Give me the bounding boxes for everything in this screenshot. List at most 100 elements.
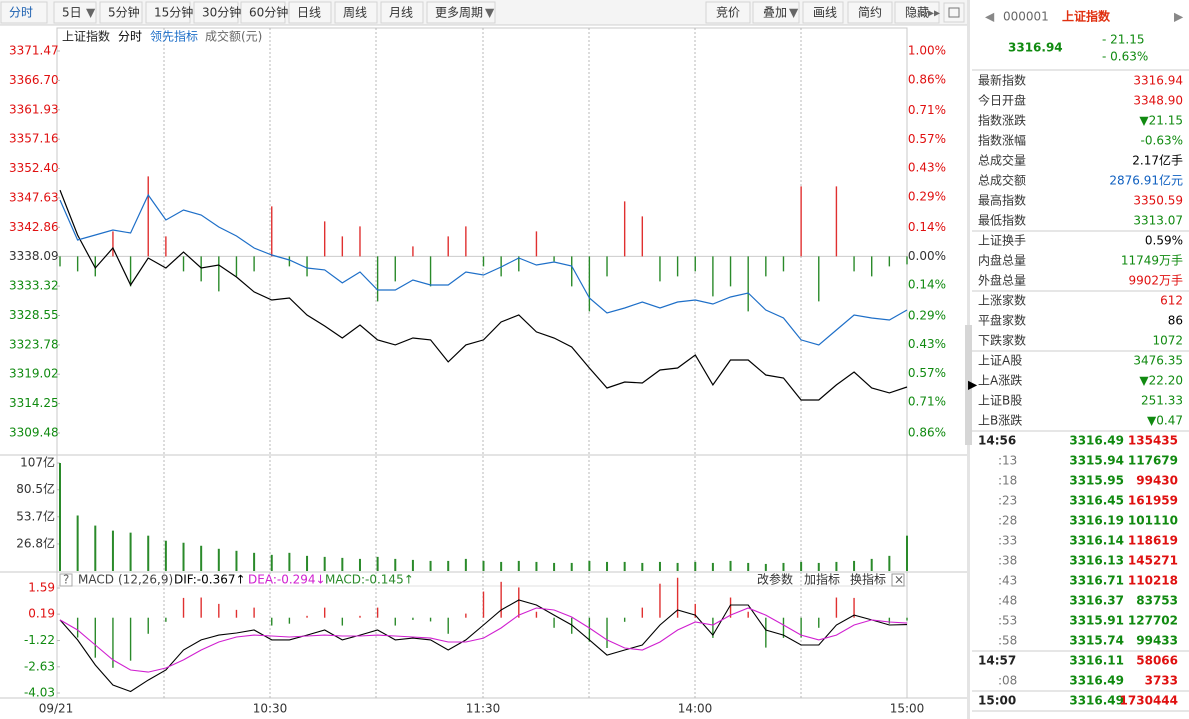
- toolbar-button[interactable]: [99, 1, 143, 24]
- quote-label: 指数涨跌: [978, 113, 1026, 128]
- toolbar-button[interactable]: [145, 1, 191, 24]
- volume-bar: [553, 562, 556, 571]
- tick-volume: 83753: [1136, 594, 1178, 608]
- x-tick-label: 15:00: [890, 702, 925, 716]
- splitter-handle[interactable]: [965, 325, 972, 445]
- macd-action[interactable]: 加指标: [804, 572, 840, 587]
- tick-volume: 101110: [1128, 514, 1178, 528]
- macd-params: (12,26,9): [118, 573, 173, 587]
- price-pct: - 0.63%: [1102, 50, 1148, 64]
- y-tick-label: 3366.70: [9, 73, 59, 87]
- volume-bar: [694, 561, 697, 571]
- toolbar-button[interactable]: [0, 1, 48, 24]
- tick-volume: 117679: [1128, 454, 1178, 468]
- y-tick-label: 26.8亿: [16, 535, 55, 550]
- macd-bar: [500, 581, 502, 618]
- volume-bar: [447, 560, 450, 571]
- toolbar-button[interactable]: [426, 1, 496, 24]
- splitter-arrow[interactable]: ▶: [968, 378, 978, 392]
- quote-value: 11749万手: [1121, 254, 1183, 268]
- y-tick-label: 3309.48: [9, 426, 59, 440]
- tick-time: :13: [998, 454, 1017, 468]
- lead-bar: [853, 256, 855, 272]
- toolbar-label: 日线: [297, 6, 321, 20]
- lead-bar: [429, 256, 432, 287]
- tick-price: 3316.19: [1069, 514, 1124, 528]
- lead-bar: [606, 256, 608, 277]
- volume-bar: [164, 540, 167, 571]
- y2-tick-label: 0.71%: [908, 395, 946, 409]
- tick-time: :38: [998, 554, 1017, 568]
- lead-bar: [59, 256, 61, 267]
- toolbar-button[interactable]: [53, 1, 97, 24]
- expand-arrow: ▸▸: [928, 6, 940, 20]
- quote-label: 总成交额: [978, 173, 1026, 188]
- macd-bar: [518, 587, 520, 618]
- help-icon[interactable]: [59, 573, 73, 587]
- toolbar-button[interactable]: [752, 1, 800, 24]
- toolbar-label: 更多周期: [435, 6, 483, 20]
- volume-bar: [394, 558, 397, 571]
- volume-bar: [235, 550, 238, 571]
- toolbar-button[interactable]: [288, 1, 332, 24]
- tick-time: :43: [998, 574, 1017, 588]
- lead-bar: [465, 226, 467, 257]
- macd-bar: [323, 607, 326, 618]
- tick-volume: 161959: [1128, 494, 1178, 508]
- macd-bar: [853, 597, 855, 618]
- lead-bar: [394, 256, 396, 282]
- toolbar-button[interactable]: [380, 1, 424, 24]
- volume-bar: [182, 542, 185, 571]
- y-tick-label: -4.03: [24, 686, 55, 700]
- price-line: [59, 193, 908, 346]
- macd-bar: [147, 617, 149, 634]
- prev-button[interactable]: ◀: [985, 10, 995, 24]
- lead-bar: [341, 236, 344, 257]
- lead-bar: [482, 256, 485, 267]
- lead-bar: [676, 256, 679, 277]
- toolbar-button[interactable]: [240, 1, 286, 24]
- next-button[interactable]: ▶: [1174, 10, 1184, 24]
- x-tick-label: 14:00: [678, 702, 713, 716]
- toolbar-button[interactable]: [334, 1, 378, 24]
- tick-time: :53: [998, 614, 1017, 628]
- volume-bar: [147, 535, 150, 571]
- y-tick-label: 3323.78: [9, 337, 59, 351]
- macd-line: [59, 607, 908, 673]
- quote-label: 最高指数: [978, 193, 1026, 208]
- volume-bar: [658, 561, 661, 571]
- quote-value: 0.59%: [1145, 234, 1183, 248]
- lead-bar: [659, 256, 661, 282]
- volume-bar: [588, 560, 591, 571]
- toolbar-button[interactable]: [847, 1, 893, 24]
- legend-entry: 领先指标: [150, 29, 198, 44]
- quote-label: 上A涨跌: [978, 373, 1022, 388]
- lead-bar: [235, 256, 238, 277]
- macd-bar: [76, 617, 79, 638]
- macd-legend: MACD:-0.145↑: [325, 573, 414, 587]
- toolbar-button[interactable]: [894, 1, 940, 24]
- volume-bar: [606, 561, 609, 571]
- tick-volume: 127702: [1128, 614, 1178, 628]
- macd-action[interactable]: 改参数: [757, 572, 793, 587]
- macd-bar: [447, 617, 449, 634]
- y-tick-label: 3319.02: [9, 367, 59, 381]
- macd-bar: [888, 617, 891, 624]
- tick-volume: 1730444: [1120, 694, 1178, 708]
- tick-price: 3316.45: [1069, 494, 1124, 508]
- macd-bar: [429, 617, 432, 622]
- toolbar-button[interactable]: [802, 1, 844, 24]
- volume-bar: [411, 559, 414, 571]
- macd-action[interactable]: 换指标: [850, 572, 886, 587]
- toolbar-button[interactable]: [193, 1, 239, 24]
- price-line: [59, 189, 908, 401]
- toolbar-button[interactable]: [705, 1, 751, 24]
- quote-label: 上涨家数: [978, 293, 1026, 308]
- close-button[interactable]: [891, 573, 905, 587]
- tick-price: 3316.49: [1069, 694, 1124, 708]
- tick-time: :08: [998, 674, 1017, 688]
- tick-volume: 110218: [1128, 574, 1178, 588]
- fullscreen-button[interactable]: [943, 2, 965, 23]
- quote-label: 今日开盘: [978, 93, 1026, 108]
